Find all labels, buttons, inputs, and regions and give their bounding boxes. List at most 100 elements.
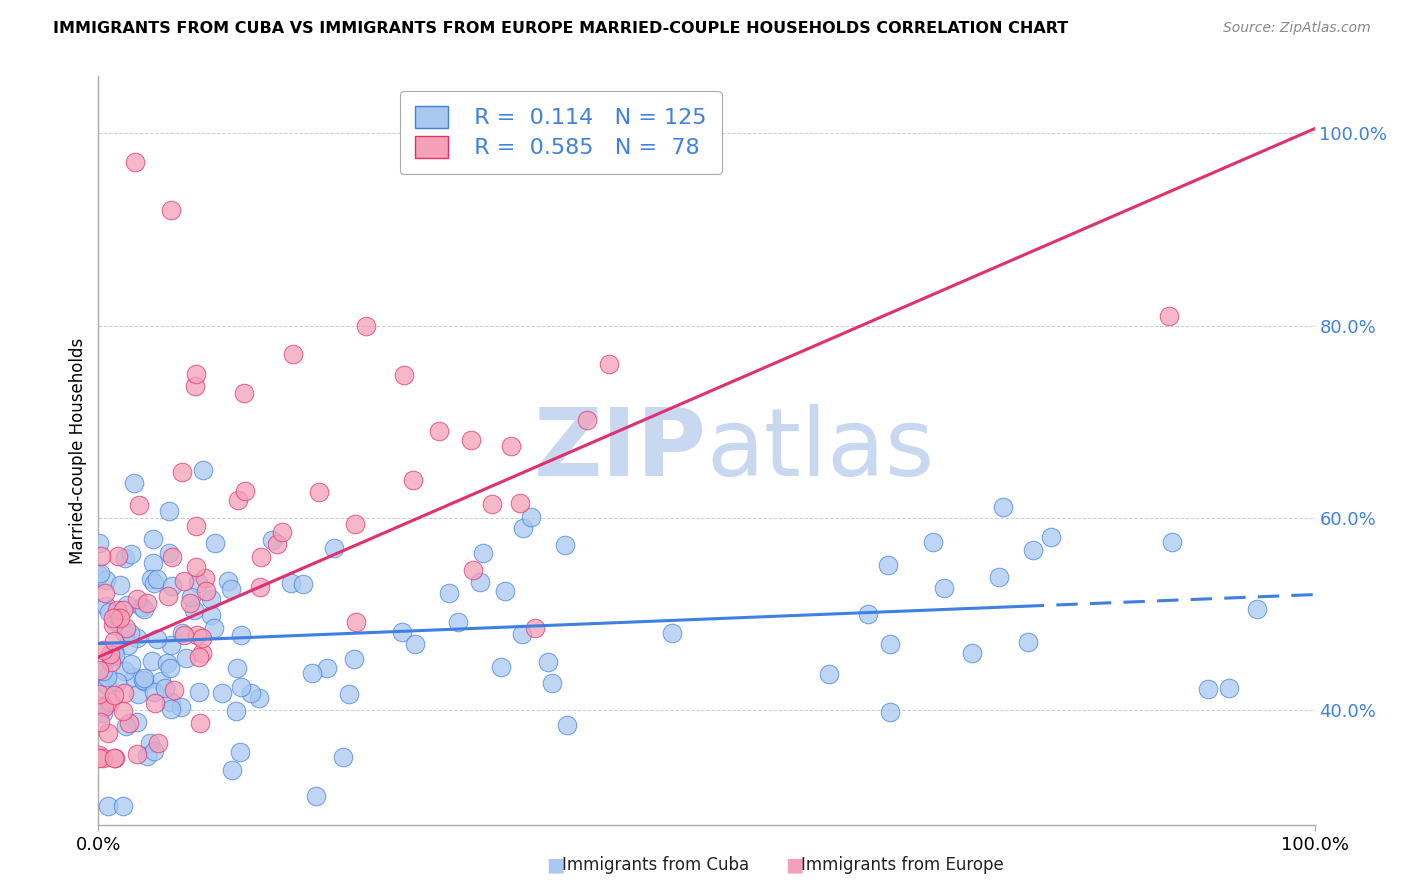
Point [89,714,111,729]
Point [173,628,195,642]
Point [135,749,157,764]
Point [91,665,114,679]
Point [162,683,184,698]
Point [89,663,111,677]
Point [427,424,450,438]
Point [159,702,181,716]
Point [142,556,165,570]
Point [1022,543,1045,558]
Point [392,368,415,383]
Point [262,533,284,547]
Point [157,504,180,518]
Point [105,602,128,616]
Point [87,748,110,763]
Point [120,547,142,561]
Point [204,535,226,549]
Point [87,687,110,701]
Point [1218,681,1240,696]
Point [115,621,138,635]
Point [337,687,360,701]
Point [554,538,576,552]
Point [101,618,124,632]
Point [489,660,512,674]
Point [142,744,165,758]
Point [103,751,125,765]
Point [120,626,142,640]
Point [110,578,132,592]
Point [170,699,193,714]
Point [301,666,323,681]
Text: Immigrants from Cuba: Immigrants from Cuba [562,856,749,874]
Point [960,646,983,660]
Point [96,678,118,692]
Point [142,532,165,546]
Point [247,690,270,705]
Point [987,569,1010,583]
Point [879,705,901,719]
Point [114,664,136,678]
Point [186,560,208,574]
Text: IMMIGRANTS FROM CUBA VS IMMIGRANTS FROM EUROPE MARRIED-COUPLE HOUSEHOLDS CORRELA: IMMIGRANTS FROM CUBA VS IMMIGRANTS FROM … [53,21,1069,37]
Point [87,751,110,765]
Point [160,203,183,218]
Point [183,603,205,617]
Point [107,549,129,563]
Point [470,575,492,590]
Point [143,576,166,591]
Point [200,591,222,606]
Point [170,465,193,479]
Point [96,669,118,683]
Point [555,718,578,732]
Point [122,670,145,684]
Point [190,715,212,730]
Point [117,639,139,653]
Point [186,518,208,533]
Point [98,647,121,661]
Point [1157,309,1180,323]
Point [876,558,898,573]
Point [1246,601,1268,615]
Point [160,695,183,709]
Point [146,736,169,750]
Point [1040,530,1063,544]
Point [114,625,136,640]
Text: atlas: atlas [707,404,935,497]
Point [1017,635,1039,649]
Point [576,413,599,427]
Point [332,750,354,764]
Point [105,674,128,689]
Point [146,573,169,587]
Point [481,497,503,511]
Point [172,626,194,640]
Point [856,607,879,621]
Point [174,651,197,665]
Point [125,714,148,729]
Point [159,638,181,652]
Point [250,550,273,565]
Point [343,517,366,532]
Point [125,592,148,607]
Point [225,704,247,718]
Point [195,583,218,598]
Point [305,789,328,803]
Point [343,652,366,666]
Point [187,685,209,699]
Point [291,576,314,591]
Point [104,648,127,662]
Point [187,649,209,664]
Point [460,433,482,447]
Point [184,379,207,393]
Point [180,590,202,604]
Point [179,596,201,610]
Point [229,745,252,759]
Point [159,661,181,675]
Point [131,600,153,615]
Point [194,571,217,585]
Point [160,550,183,565]
Point [991,500,1014,515]
Point [501,439,523,453]
Point [90,549,112,563]
Point [404,638,426,652]
Point [91,706,114,721]
Point [122,475,145,490]
